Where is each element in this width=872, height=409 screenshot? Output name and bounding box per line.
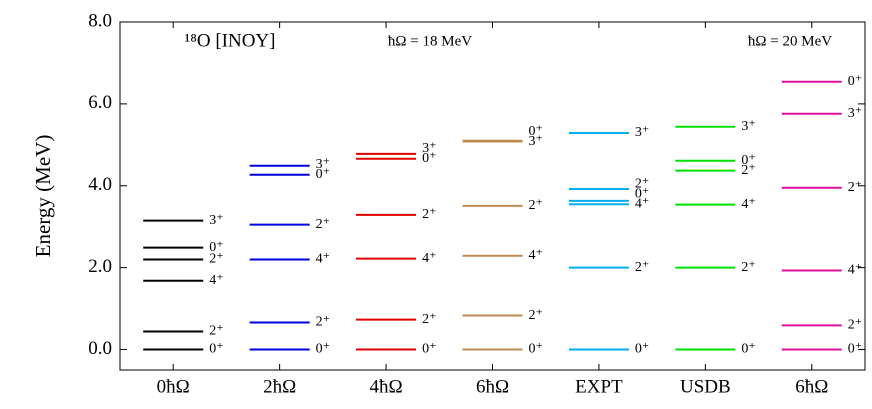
spin-label: 2⁺ <box>209 324 223 339</box>
x-tick-label: 0ħΩ <box>157 376 190 397</box>
spin-label: 3⁺ <box>422 141 436 156</box>
y-tick-label: 4.0 <box>88 174 112 195</box>
x-tick-label: 6ħΩ <box>795 376 828 397</box>
spin-label: 0⁺ <box>209 240 223 255</box>
spin-label: 2⁺ <box>635 176 649 191</box>
spin-label: 2⁺ <box>741 163 755 178</box>
spin-label: 3⁺ <box>316 157 330 172</box>
annotation: ħΩ = 18 MeV <box>388 33 472 49</box>
spin-label: 4⁺ <box>422 251 436 266</box>
spin-label: 0⁺ <box>529 124 543 139</box>
y-tick-label: 0.0 <box>88 338 112 359</box>
spin-label: 0⁺ <box>635 342 649 357</box>
y-tick-label: 8.0 <box>88 10 112 31</box>
spin-label: 3⁺ <box>741 119 755 134</box>
spin-label: 0⁺ <box>422 342 436 357</box>
spin-label: 4⁺ <box>529 248 543 263</box>
spin-label: 0⁺ <box>422 151 436 166</box>
spin-label: 2⁺ <box>316 315 330 330</box>
spin-label: 2⁺ <box>635 260 649 275</box>
x-tick-label: 6ħΩ <box>476 376 509 397</box>
x-tick-label: USDB <box>680 376 731 397</box>
spin-label: 3⁺ <box>848 106 862 121</box>
spin-label: 4⁺ <box>316 252 330 267</box>
spin-label: 4⁺ <box>741 197 755 212</box>
y-tick-label: 6.0 <box>88 92 112 113</box>
spin-label: 3⁺ <box>529 134 543 149</box>
annotation: ħΩ = 20 MeV <box>748 33 832 49</box>
spin-label: 2⁺ <box>316 217 330 232</box>
spin-label: 0⁺ <box>316 342 330 357</box>
chart-title: ¹⁸O [INOY] <box>185 30 276 51</box>
y-tick-label: 2.0 <box>88 256 112 277</box>
spin-label: 2⁺ <box>209 252 223 267</box>
spin-label: 0⁺ <box>741 153 755 168</box>
spin-label: 2⁺ <box>529 198 543 213</box>
spin-label: 0⁺ <box>316 167 330 182</box>
spin-label: 0⁺ <box>209 342 223 357</box>
spin-label: 0⁺ <box>529 342 543 357</box>
x-tick-label: EXPT <box>575 376 623 397</box>
spin-label: 2⁺ <box>529 308 543 323</box>
spin-label: 0⁺ <box>741 342 755 357</box>
spin-label: 4⁺ <box>209 273 223 288</box>
spin-label: 2⁺ <box>848 318 862 333</box>
spin-label: 0⁺ <box>848 342 862 357</box>
spin-label: 4⁺ <box>848 263 862 278</box>
spin-label: 2⁺ <box>422 312 436 327</box>
spin-label: 2⁺ <box>848 180 862 195</box>
spin-label: 3⁺ <box>209 213 223 228</box>
spin-label: 0⁺ <box>635 186 649 201</box>
y-axis-label: Energy (MeV) <box>31 135 55 258</box>
spin-label: 3⁺ <box>635 125 649 140</box>
spin-label: 2⁺ <box>741 260 755 275</box>
x-tick-label: 4ħΩ <box>370 376 403 397</box>
spin-label: 2⁺ <box>422 207 436 222</box>
x-tick-label: 2ħΩ <box>263 376 296 397</box>
spin-label: 4⁺ <box>635 196 649 211</box>
spin-label: 0⁺ <box>848 74 862 89</box>
